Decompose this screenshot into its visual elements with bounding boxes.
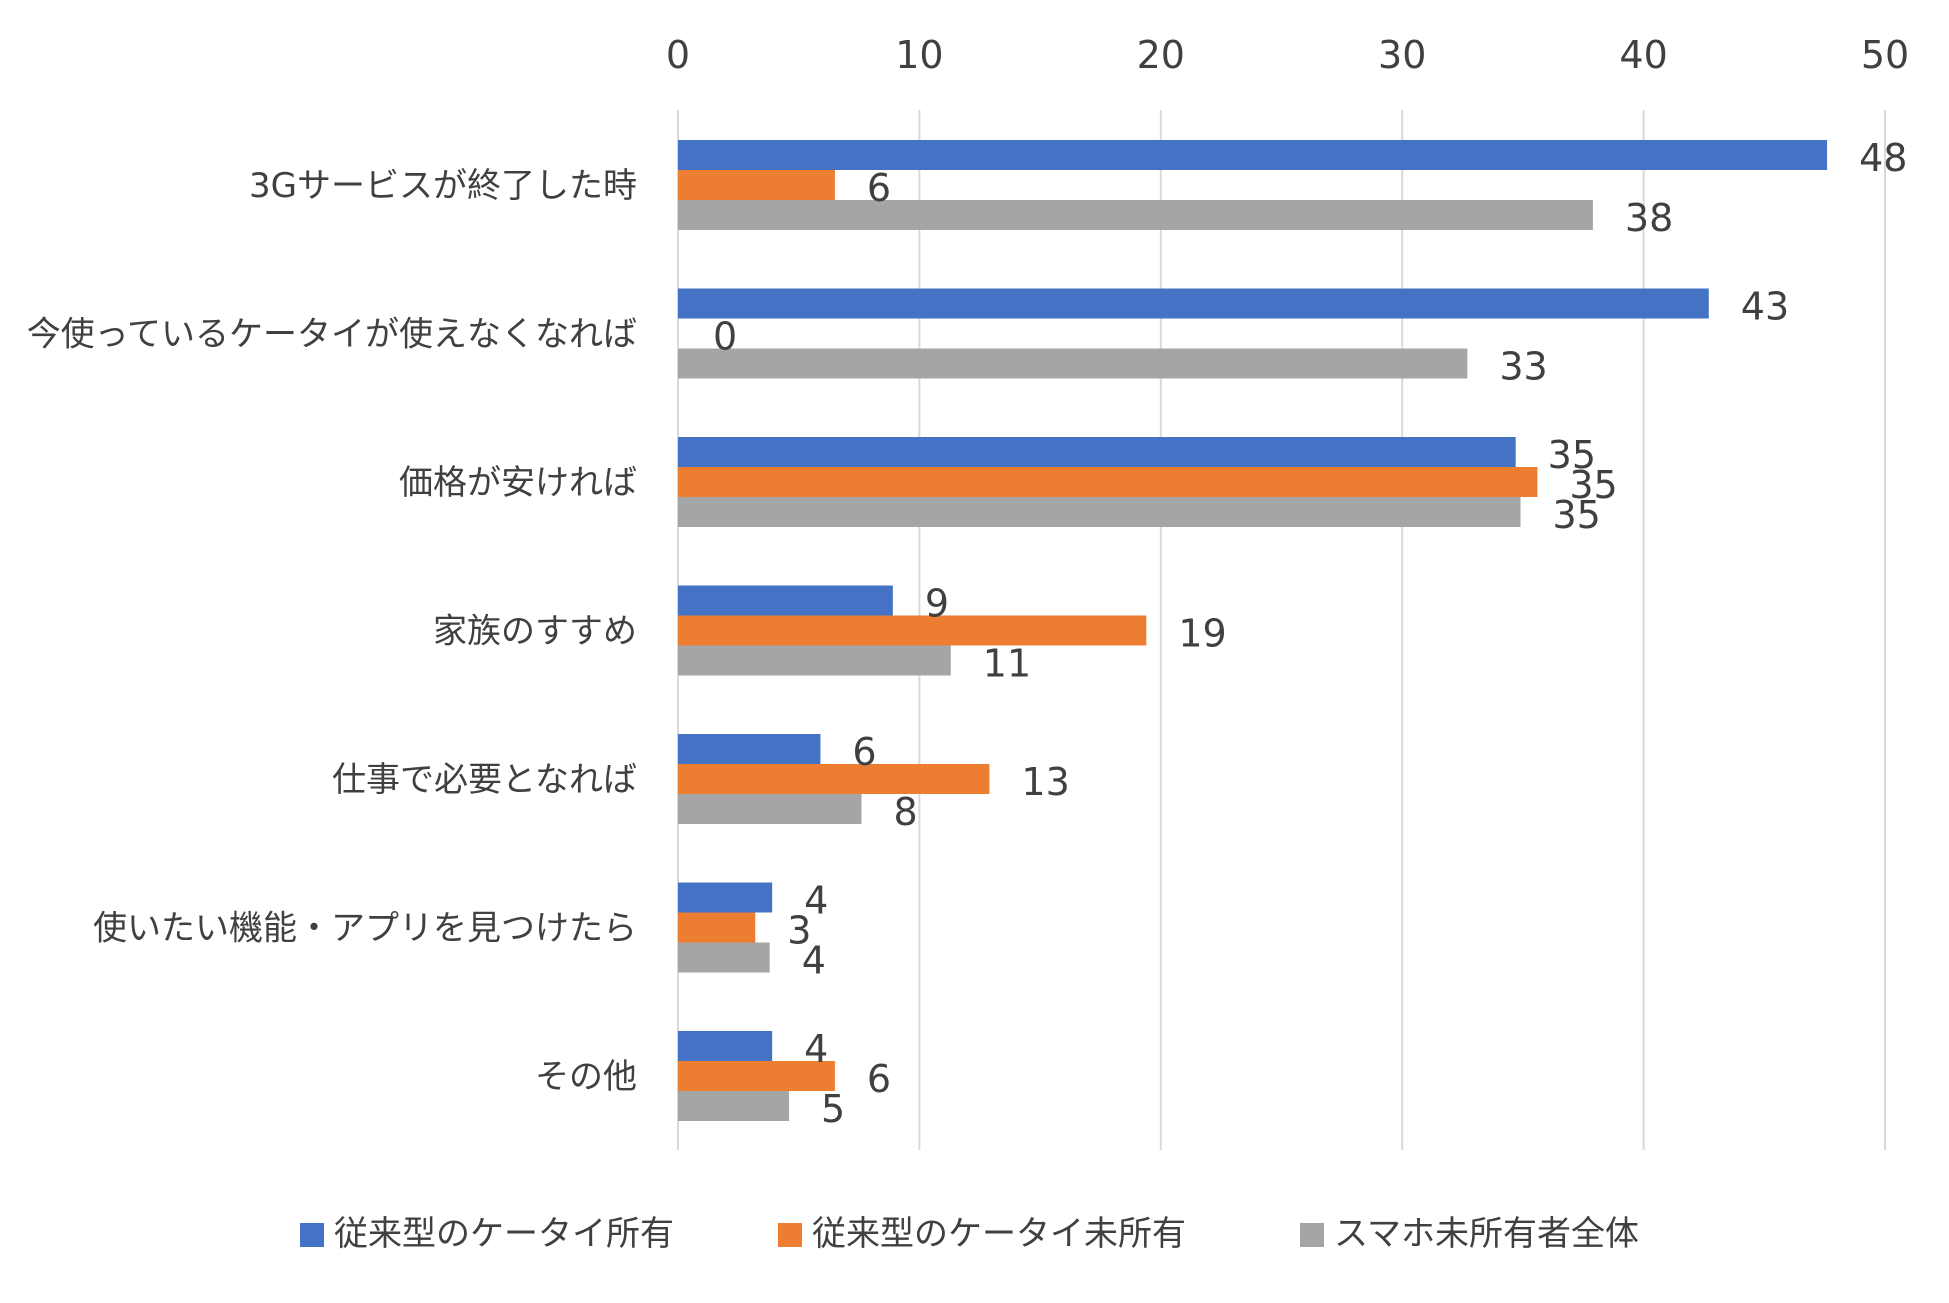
data-label-1: 4 <box>804 879 828 923</box>
x-tick-label-0: 0 <box>666 33 690 77</box>
data-label-3: 5 <box>821 1087 845 1131</box>
x-tick-label-10: 10 <box>895 33 943 77</box>
data-label-2: 3 <box>787 909 811 953</box>
bars <box>678 140 1828 1121</box>
legend-swatch-1 <box>300 1223 324 1247</box>
bar-1 <box>678 140 1828 170</box>
bar-3 <box>678 200 1593 230</box>
data-label-2: 6 <box>867 1057 891 1101</box>
bar-3 <box>678 348 1468 379</box>
legend-label-3: スマホ未所有者全体 <box>1334 1214 1639 1254</box>
data-label-3: 4 <box>802 939 826 983</box>
category-label: 使いたい機能・アプリを見つけたら <box>93 909 637 949</box>
category-label: 価格が安ければ <box>399 463 637 503</box>
legend-swatch-3 <box>1300 1223 1324 1247</box>
bar-2 <box>678 912 756 943</box>
bar-3 <box>678 497 1521 527</box>
data-label-1: 48 <box>1859 136 1907 180</box>
bar-2 <box>678 764 990 794</box>
bar-3 <box>678 794 862 824</box>
data-label-1: 35 <box>1548 433 1596 477</box>
bar-1 <box>678 882 773 913</box>
legend-label-2: 従来型のケータイ未所有 <box>812 1214 1186 1254</box>
data-label-2: 0 <box>713 315 737 359</box>
bar-1 <box>678 437 1516 467</box>
data-label-2: 6 <box>867 166 891 210</box>
bar-3 <box>678 645 951 676</box>
data-label-3: 8 <box>893 790 917 834</box>
category-label: 3Gサービスが終了した時 <box>249 166 637 206</box>
x-tick-label-50: 50 <box>1861 33 1909 77</box>
category-label: 仕事で必要となれば <box>332 760 637 800</box>
data-label-3: 33 <box>1499 345 1547 389</box>
data-label-3: 11 <box>983 642 1031 686</box>
category-label: 家族のすすめ <box>433 612 637 652</box>
x-tick-label-30: 30 <box>1378 33 1426 77</box>
x-axis-ticks: 0 10 20 30 40 50 <box>666 33 1909 77</box>
legend: 従来型のケータイ所有 従来型のケータイ未所有 スマホ未所有者全体 <box>300 1214 1639 1254</box>
data-label-2: 19 <box>1178 612 1226 656</box>
gridlines <box>677 110 1886 1150</box>
bar-2 <box>678 170 835 200</box>
legend-label-1: 従来型のケータイ所有 <box>334 1214 674 1254</box>
x-tick-label-40: 40 <box>1619 33 1667 77</box>
category-labels: 3Gサービスが終了した時今使っているケータイが使えなくなれば価格が安ければ家族の… <box>27 166 637 1097</box>
data-label-1: 9 <box>925 582 949 626</box>
data-label-3: 38 <box>1625 196 1673 240</box>
data-label-1: 4 <box>804 1027 828 1071</box>
bar-2 <box>678 1061 835 1091</box>
category-label: その他 <box>535 1057 637 1097</box>
data-label-1: 43 <box>1741 285 1789 329</box>
bar-1 <box>678 288 1709 319</box>
bar-1 <box>678 585 893 616</box>
data-label-2: 35 <box>1569 463 1617 507</box>
bar-3 <box>678 942 770 973</box>
bar-2 <box>678 467 1538 497</box>
data-label-3: 35 <box>1552 493 1600 537</box>
bar-1 <box>678 1031 773 1061</box>
x-tick-label-20: 20 <box>1137 33 1185 77</box>
bar-3 <box>678 1091 790 1121</box>
bar-2 <box>678 615 1147 646</box>
legend-swatch-2 <box>778 1223 802 1247</box>
data-label-1: 6 <box>852 730 876 774</box>
data-label-2: 13 <box>1021 760 1069 804</box>
category-label: 今使っているケータイが使えなくなれば <box>27 315 637 355</box>
bar-1 <box>678 734 821 764</box>
